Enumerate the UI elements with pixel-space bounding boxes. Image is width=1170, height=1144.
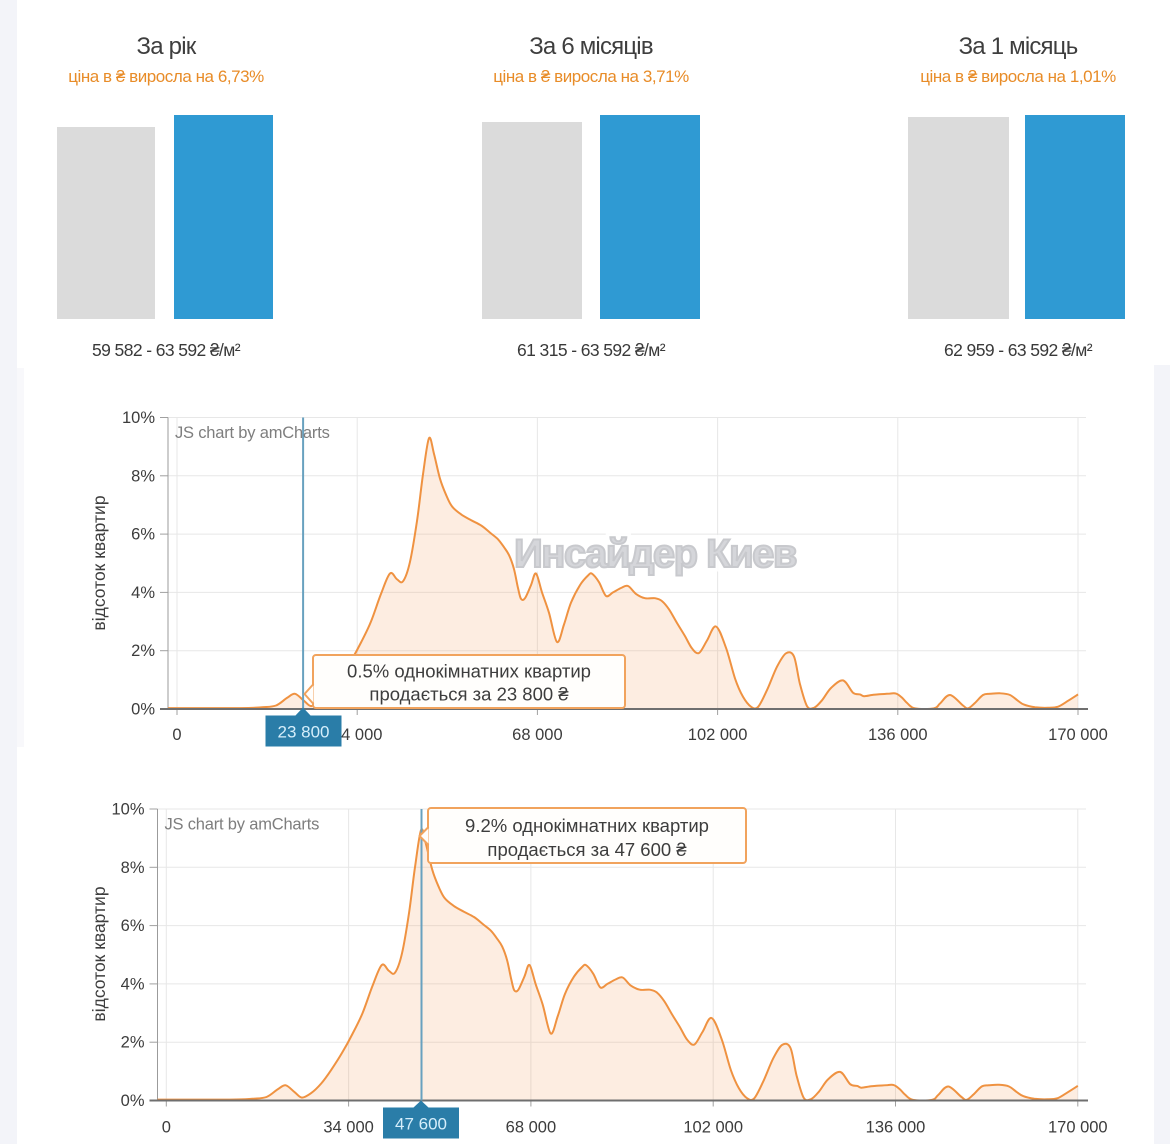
svg-text:6%: 6%	[131, 526, 155, 544]
svg-text:відсоток квартир: відсоток квартир	[89, 886, 109, 1021]
svg-text:2%: 2%	[121, 1034, 145, 1052]
svg-text:4%: 4%	[131, 584, 155, 602]
svg-text:JS chart by amCharts: JS chart by amCharts	[165, 816, 320, 834]
svg-text:10%: 10%	[111, 801, 144, 819]
svg-text:0: 0	[172, 726, 181, 744]
svg-text:Инсайдер Киев: Инсайдер Киев	[514, 532, 797, 576]
svg-text:136 000: 136 000	[866, 1119, 926, 1137]
svg-text:68 000: 68 000	[506, 1119, 556, 1137]
svg-text:Инсайдер Киев: Инсайдер Киев	[514, 532, 797, 576]
svg-text:0%: 0%	[121, 1092, 145, 1110]
svg-text:34 000: 34 000	[323, 1119, 373, 1137]
svg-text:4%: 4%	[121, 975, 145, 993]
svg-text:0: 0	[162, 1119, 171, 1137]
svg-text:0%: 0%	[131, 701, 155, 719]
svg-text:відсоток квартир: відсоток квартир	[89, 495, 109, 630]
svg-text:47 600: 47 600	[395, 1115, 447, 1134]
svg-text:68 000: 68 000	[512, 726, 562, 744]
svg-text:продається за 47 600 ₴: продається за 47 600 ₴	[487, 839, 687, 860]
svg-text:2%: 2%	[131, 642, 155, 660]
svg-text:продається за 23 800 ₴: продається за 23 800 ₴	[369, 684, 569, 705]
svg-text:6%: 6%	[121, 917, 145, 935]
svg-text:9.2% однокімнатних квартир: 9.2% однокімнатних квартир	[465, 815, 709, 836]
svg-text:170 000: 170 000	[1048, 1119, 1108, 1137]
svg-text:23 800: 23 800	[278, 723, 330, 742]
svg-text:170 000: 170 000	[1048, 726, 1108, 744]
svg-text:34 000: 34 000	[332, 726, 382, 744]
svg-text:JS chart by amCharts: JS chart by amCharts	[175, 424, 330, 442]
svg-text:102 000: 102 000	[688, 726, 748, 744]
svg-text:8%: 8%	[121, 859, 145, 877]
svg-text:0.5% однокімнатних квартир: 0.5% однокімнатних квартир	[347, 661, 591, 682]
svg-text:136 000: 136 000	[868, 726, 928, 744]
svg-text:8%: 8%	[131, 467, 155, 485]
svg-text:10%: 10%	[122, 409, 155, 427]
svg-text:102 000: 102 000	[683, 1119, 743, 1137]
